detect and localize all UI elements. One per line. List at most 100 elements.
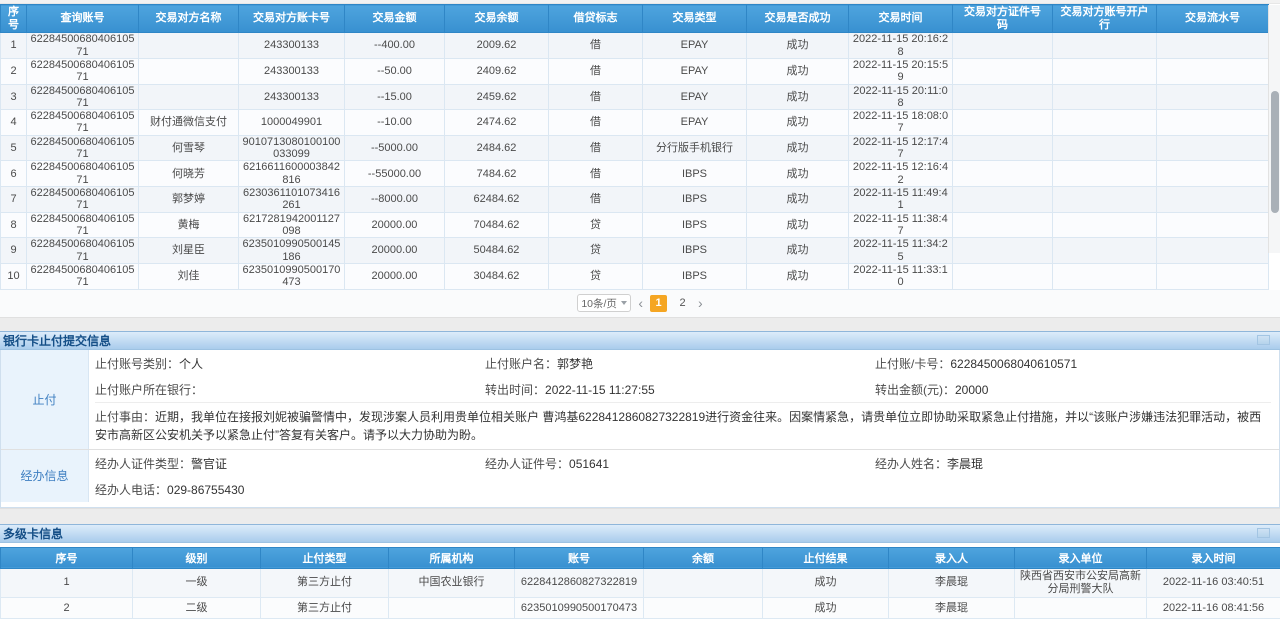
table-cell: 6228450068040610571 — [27, 263, 139, 289]
table-cell: 6228450068040610571 — [27, 135, 139, 161]
table-cell: 20000.00 — [345, 263, 445, 289]
table-cell: 第三方止付 — [261, 598, 389, 619]
next-page-icon[interactable]: › — [698, 296, 703, 310]
column-header: 交易对方证件号码 — [953, 5, 1053, 33]
table-cell: --55000.00 — [345, 161, 445, 187]
table-cell: IBPS — [643, 263, 747, 289]
table-cell: 成功 — [747, 238, 849, 264]
section-header-multi-card[interactable]: 多级卡信息 — [0, 524, 1280, 543]
table-cell: 3 — [1, 84, 27, 110]
field-row: 止付事由：近期，我单位在接报刘妮被骗警情中，发现涉案人员利用贵单位相关账户 曹鸿… — [95, 403, 1271, 449]
chevron-down-icon — [621, 301, 627, 305]
table-cell: 6228450068040610571 — [27, 33, 139, 59]
table-cell — [1157, 33, 1269, 59]
section-header-stop-payment[interactable]: 银行卡止付提交信息 — [0, 331, 1280, 350]
column-header: 交易时间 — [849, 5, 953, 33]
page-button-1[interactable]: 1 — [650, 295, 667, 312]
collapse-icon[interactable] — [1257, 335, 1270, 345]
pagination: 10条/页 ‹ 1 2 › — [0, 290, 1280, 317]
table-cell: IBPS — [643, 238, 747, 264]
table-cell: 2022-11-16 08:41:56 — [1147, 598, 1280, 619]
page-button-2[interactable]: 2 — [674, 295, 691, 312]
table-cell: 6228450068040610571 — [27, 110, 139, 136]
table-cell: 6228450068040610571 — [27, 84, 139, 110]
table-cell: 4 — [1, 110, 27, 136]
table-cell — [953, 238, 1053, 264]
page-size-select[interactable]: 10条/页 — [577, 294, 631, 312]
table-cell — [1053, 212, 1157, 238]
column-header: 录入单位 — [1015, 547, 1147, 568]
table-cell: 2022-11-15 20:11:08 — [849, 84, 953, 110]
table-cell: 分行版手机银行 — [643, 135, 747, 161]
table-cell — [953, 33, 1053, 59]
table-cell: 成功 — [747, 135, 849, 161]
table-cell: EPAY — [643, 58, 747, 84]
table-cell: 20000.00 — [345, 238, 445, 264]
scrollbar[interactable] — [1268, 5, 1280, 253]
field-row: 止付账号类别：个人 止付账户名：郭梦艳 止付账/卡号：6228450068040… — [95, 350, 1271, 376]
table-cell — [1157, 161, 1269, 187]
column-header: 查询账号 — [27, 5, 139, 33]
column-header: 账号 — [515, 547, 644, 568]
prev-page-icon[interactable]: ‹ — [638, 296, 643, 310]
table-cell — [1157, 84, 1269, 110]
table-cell: IBPS — [643, 212, 747, 238]
stop-payment-panel: 止付 止付账号类别：个人 止付账户名：郭梦艳 止付账/卡号：6228450068… — [0, 350, 1280, 508]
table-cell: 成功 — [763, 568, 889, 597]
transactions-table: 序号查询账号交易对方名称交易对方账卡号交易金额交易余额借贷标志交易类型交易是否成… — [0, 4, 1268, 290]
table-cell: 2022-11-15 18:08:07 — [849, 110, 953, 136]
table-cell: 2022-11-15 11:33:10 — [849, 263, 953, 289]
table-cell: 9010713080100100033099 — [239, 135, 345, 161]
column-header: 录入时间 — [1147, 547, 1280, 568]
table-cell: 2009.62 — [445, 33, 549, 59]
column-header: 止付结果 — [763, 547, 889, 568]
column-header: 交易余额 — [445, 5, 549, 33]
table-cell: --8000.00 — [345, 187, 445, 213]
table-cell: EPAY — [643, 110, 747, 136]
officer-group: 经办信息 经办人证件类型：警官证 经办人证件号：051641 经办人姓名：李晨琨… — [1, 449, 1279, 502]
field-acct-name: 止付账户名：郭梦艳 — [485, 350, 875, 376]
column-header: 交易金额 — [345, 5, 445, 33]
table-cell: 9 — [1, 238, 27, 264]
field-reason: 止付事由：近期，我单位在接报刘妮被骗警情中，发现涉案人员利用贵单位相关账户 曹鸿… — [95, 403, 1271, 449]
collapse-icon[interactable] — [1257, 528, 1270, 538]
table-cell: 8 — [1, 212, 27, 238]
section-title: 银行卡止付提交信息 — [3, 332, 111, 349]
table-cell: 刘星臣 — [139, 238, 239, 264]
table-cell: 借 — [549, 58, 643, 84]
table-cell: 6217281942001127098 — [239, 212, 345, 238]
table-cell: 1 — [1, 568, 133, 597]
table-cell: IBPS — [643, 187, 747, 213]
table-cell — [1053, 33, 1157, 59]
table-cell — [139, 84, 239, 110]
table-cell: 二级 — [133, 598, 261, 619]
column-header: 交易类型 — [643, 5, 747, 33]
table-cell: --10.00 — [345, 110, 445, 136]
table-cell: 成功 — [747, 84, 849, 110]
table-cell — [953, 187, 1053, 213]
table-cell — [139, 33, 239, 59]
table-cell: 成功 — [747, 110, 849, 136]
table-cell: 6230361101073416261 — [239, 187, 345, 213]
scrollbar-thumb[interactable] — [1271, 91, 1279, 213]
table-cell: 30484.62 — [445, 263, 549, 289]
table-cell — [1053, 263, 1157, 289]
column-header: 级别 — [133, 547, 261, 568]
table-cell: 成功 — [747, 187, 849, 213]
table-cell: 10 — [1, 263, 27, 289]
table-cell: 李晨琨 — [889, 598, 1015, 619]
table-cell: 贷 — [549, 238, 643, 264]
table-cell: 借 — [549, 161, 643, 187]
column-header: 交易对方账号开户行 — [1053, 5, 1157, 33]
table-cell — [1157, 58, 1269, 84]
table-cell: 2 — [1, 58, 27, 84]
table-cell: 6228450068040610571 — [27, 238, 139, 264]
table-cell: 刘佳 — [139, 263, 239, 289]
table-cell: 6235010990500170473 — [515, 598, 644, 619]
header-row: 序号查询账号交易对方名称交易对方账卡号交易金额交易余额借贷标志交易类型交易是否成… — [1, 5, 1269, 33]
table-cell: 郭梦婷 — [139, 187, 239, 213]
